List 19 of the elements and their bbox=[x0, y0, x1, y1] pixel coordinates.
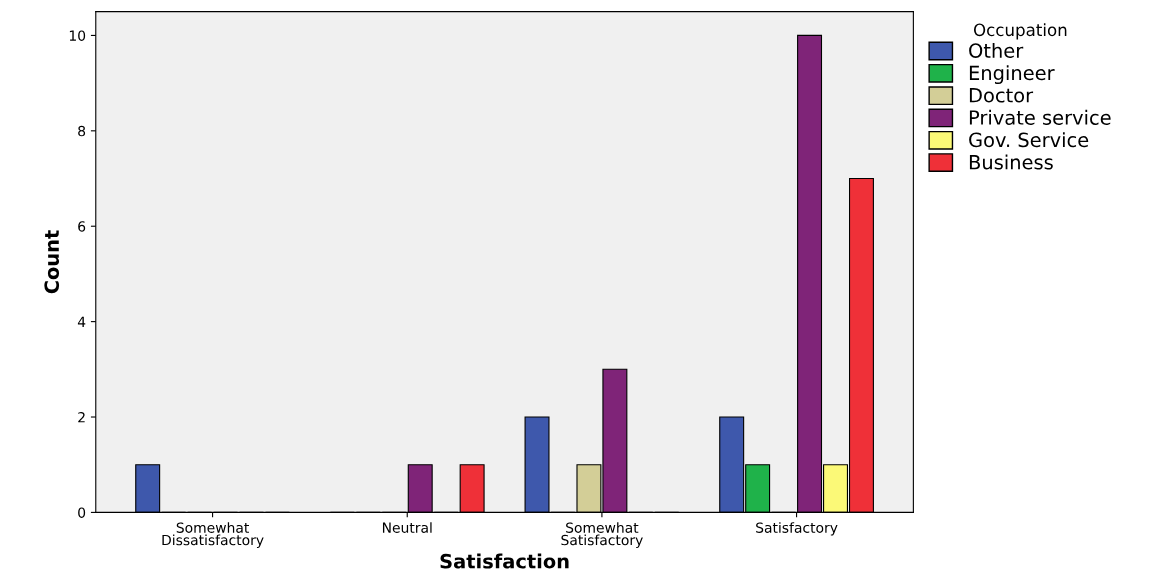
y-tick-label: 6 bbox=[78, 221, 86, 232]
x-axis-title: Satisfaction bbox=[440, 553, 569, 569]
y-tick-label: 2 bbox=[78, 411, 85, 423]
y-axis-title: Count bbox=[44, 230, 60, 294]
y-tick-label: 8 bbox=[78, 125, 86, 137]
legend-label: Other bbox=[969, 42, 1024, 58]
y-tick-label: 4 bbox=[77, 316, 86, 327]
legend-label: Business bbox=[969, 154, 1053, 170]
y-tick-label: 0 bbox=[78, 507, 86, 518]
legend-label: Doctor bbox=[969, 88, 1034, 103]
legend-label: Engineer bbox=[969, 65, 1055, 85]
y-tick-label: 10 bbox=[69, 30, 86, 41]
x-tick-label: Neutral bbox=[382, 522, 432, 533]
legend-label: Gov. Service bbox=[969, 132, 1089, 148]
legend-title: Occupation bbox=[973, 23, 1067, 40]
x-tick-label: Somewhat Satisfactory bbox=[561, 522, 643, 548]
x-tick-label: Satisfactory bbox=[756, 522, 838, 536]
legend-label: Private service bbox=[969, 109, 1111, 125]
x-tick-label: Somewhat Dissatisfactory bbox=[162, 522, 264, 548]
